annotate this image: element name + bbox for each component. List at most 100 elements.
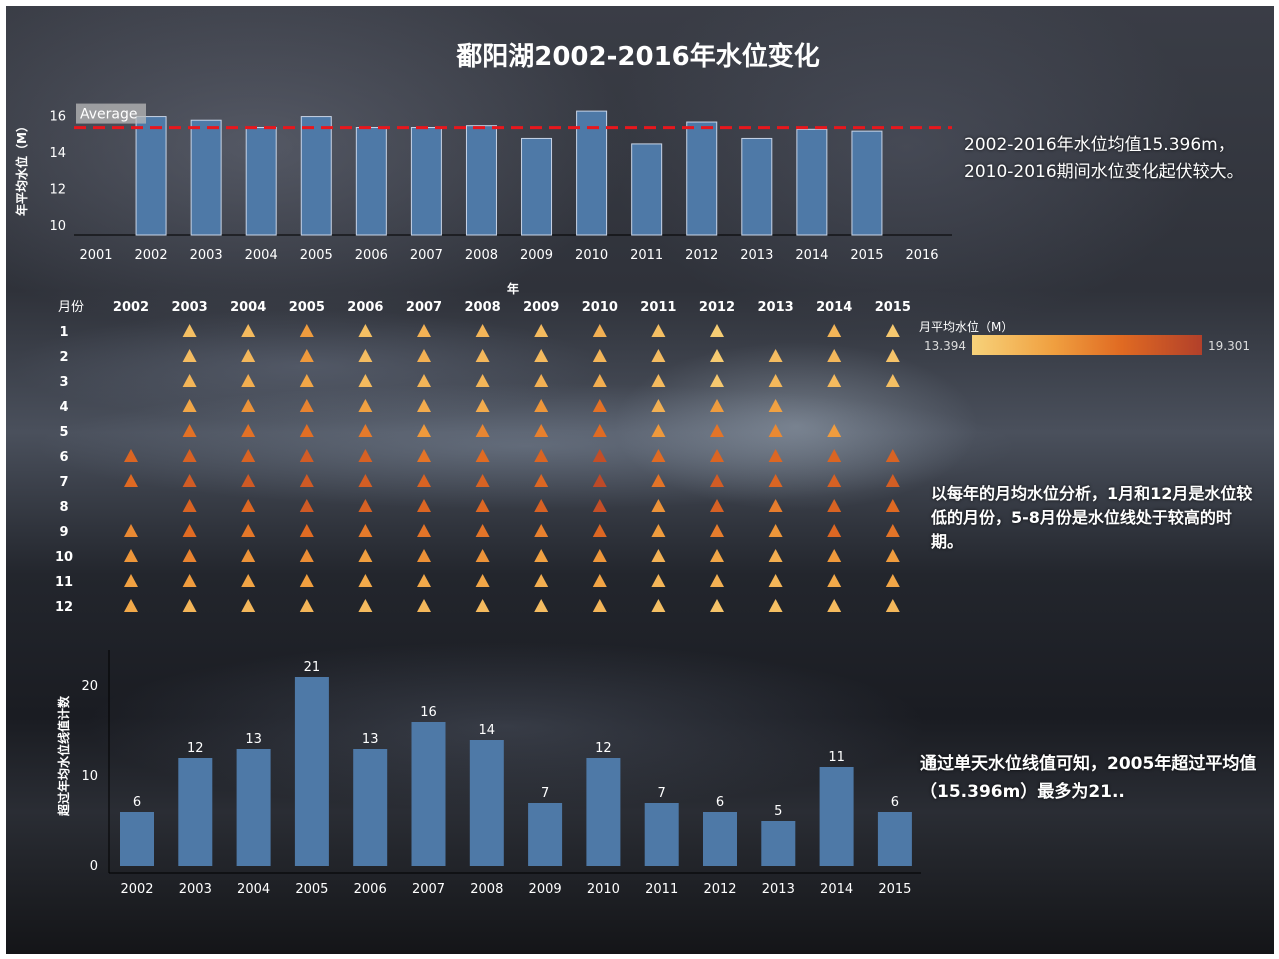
triangle-2005-m2 [299,349,314,362]
bar-annual-2015 [851,130,883,236]
triangle-2009-m2 [534,349,549,362]
monthly-triangle-heatmap: 月份 2002 2003 2004 2005 2006 2007 2008 2009 2010 20… [55,300,911,615]
month-label-8: 8 [59,500,68,515]
y-tick-label: 20 [81,679,98,694]
triangle-2012-m6 [710,449,724,462]
triangle-2009-m8 [534,499,549,512]
triangle-2004-m9 [241,524,256,537]
triangle-2008-m5 [475,424,490,437]
triangle-2005-m4 [299,399,314,412]
bar-annual-2005 [300,116,332,236]
bar-count-2007 [411,722,446,866]
triangle-2003-m7 [182,474,197,487]
triangle-2007-m4 [417,399,431,412]
data-label-2011: 7 [658,786,666,801]
data-label-2012: 6 [716,795,724,810]
legend-title: 月平均水位（M） [919,320,1014,334]
x-tick-label: 2005 [300,248,333,263]
triangle-2011-m5 [651,424,666,437]
bar-count-2006 [353,749,388,866]
x-tick-label: 2003 [179,882,212,897]
triangle-2008-m4 [475,399,490,412]
note-days-above: 通过单天水位线值可知，2005年超过平均值（15.396m）最多为21.. [920,754,1257,802]
triangle-2015-m11 [885,574,900,587]
bar-count-2015 [877,812,912,866]
bar-annual-2007 [410,127,442,236]
triangle-2008-m7 [475,474,490,487]
column-header-2006: 2006 [347,300,383,315]
triangle-2009-m4 [534,399,549,412]
column-header-2011: 2011 [640,300,676,315]
triangle-2012-m3 [710,374,724,387]
triangle-2004-m3 [241,374,256,387]
y-tick-label: 14 [49,146,66,161]
triangle-2012-m4 [710,399,724,412]
triangle-2011-m2 [651,349,666,362]
triangle-2005-m7 [299,474,314,487]
y-tick-label: 0 [90,859,98,874]
triangle-2011-m4 [651,399,666,412]
triangle-2004-m10 [241,549,256,562]
triangle-2006-m7 [358,474,373,487]
x-tick-label: 2006 [354,882,387,897]
triangle-2006-m2 [358,349,373,362]
legend-min-label: 13.394 [924,339,966,353]
triangle-2013-m9 [768,524,783,537]
triangle-2012-m7 [710,474,724,487]
y-axis-title: 年平均水位（M） [14,120,29,216]
triangle-2013-m2 [768,349,783,362]
month-label-10: 10 [55,550,73,565]
x-tick-label: 2015 [878,882,911,897]
triangle-2011-m7 [651,474,666,487]
x-tick-label: 2003 [190,248,223,263]
triangle-2010-m5 [592,424,607,437]
triangle-2007-m12 [417,599,431,612]
triangle-2009-m6 [534,449,549,462]
x-tick-label: 2014 [795,248,828,263]
triangle-2013-m5 [768,424,783,437]
data-label-2004: 13 [245,732,262,747]
triangle-2015-m10 [885,549,900,562]
triangle-2009-m7 [534,474,549,487]
triangle-2008-m11 [475,574,490,587]
bar-count-2005 [294,677,329,866]
bar-count-2004 [236,749,271,866]
triangle-2015-m3 [885,374,900,387]
triangle-2003-m8 [182,499,197,512]
triangle-2003-m1 [182,324,197,337]
triangle-2005-m9 [299,524,314,537]
triangle-2008-m8 [475,499,490,512]
triangle-2010-m7 [592,474,607,487]
triangle-2011-m9 [651,524,666,537]
triangle-2010-m11 [592,574,607,587]
bar-annual-2010 [576,110,608,236]
data-label-2015: 6 [891,795,899,810]
bar-annual-2002 [135,116,167,236]
triangle-2009-m12 [534,599,549,612]
triangle-2005-m6 [299,449,314,462]
triangle-2003-m10 [182,549,197,562]
bar-annual-2006 [355,127,387,236]
triangle-2013-m8 [768,499,783,512]
triangle-2012-m5 [710,424,724,437]
triangle-2008-m6 [475,449,490,462]
x-tick-label: 2002 [135,248,168,263]
x-tick-label: 2004 [245,248,278,263]
triangle-2005-m11 [299,574,314,587]
x-tick-label: 2005 [295,882,328,897]
triangle-2015-m8 [885,499,900,512]
triangle-2015-m1 [885,324,900,337]
month-label-2: 2 [59,350,68,365]
bar-annual-2013 [741,137,773,236]
triangle-2012-m2 [710,349,724,362]
triangle-2004-m12 [241,599,256,612]
x-tick-label: 2006 [355,248,388,263]
triangle-2014-m12 [827,599,842,612]
column-header-2005: 2005 [289,300,325,315]
triangle-2012-m11 [710,574,724,587]
triangle-2015-m6 [885,449,900,462]
triangle-2012-m12 [710,599,724,612]
triangle-2005-m1 [299,324,314,337]
triangle-2010-m10 [592,549,607,562]
